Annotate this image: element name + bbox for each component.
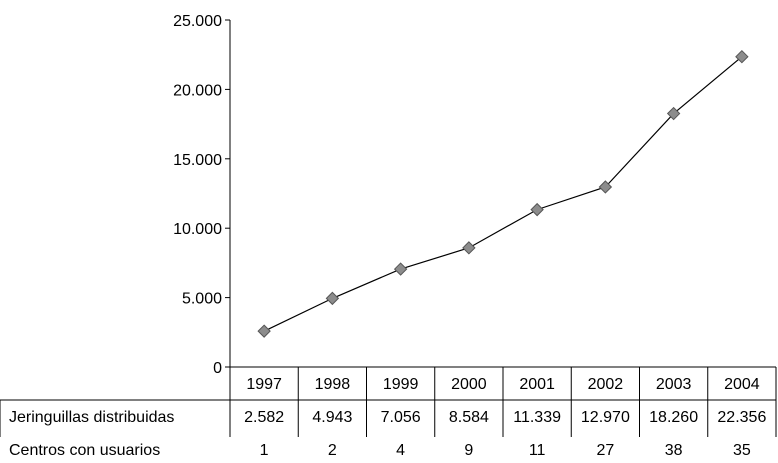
data-table-cell: 8.584 bbox=[449, 409, 489, 426]
data-table-cell: 22.356 bbox=[717, 409, 766, 426]
data-table-cell: 2.582 bbox=[244, 409, 284, 426]
data-table-row-label: Jeringuillas distribuidas bbox=[9, 409, 174, 426]
data-point-marker bbox=[530, 202, 544, 217]
data-table-cell: 2 bbox=[328, 442, 337, 459]
y-tick-label: 0 bbox=[213, 360, 222, 377]
data-table-cell: 1 bbox=[260, 442, 269, 459]
data-table-cell: 18.260 bbox=[649, 409, 698, 426]
x-category-label: 1999 bbox=[383, 376, 419, 393]
y-tick-label: 15.000 bbox=[173, 152, 222, 169]
data-point-marker bbox=[735, 49, 749, 64]
data-point-marker bbox=[393, 262, 408, 276]
data-point-marker bbox=[257, 324, 271, 338]
data-table-cell: 38 bbox=[665, 442, 683, 459]
x-category-label: 2001 bbox=[519, 376, 555, 393]
data-table-cell: 11 bbox=[529, 442, 546, 459]
data-table-cell: 11.339 bbox=[513, 409, 561, 426]
x-category-label: 1998 bbox=[315, 376, 351, 393]
data-table-cell: 7.056 bbox=[381, 409, 421, 426]
data-table-cell: 4 bbox=[396, 442, 405, 459]
y-tick-label: 20.000 bbox=[173, 82, 222, 99]
data-table-cell: 9 bbox=[464, 442, 473, 459]
y-tick-label: 25.000 bbox=[173, 13, 222, 30]
y-tick-label: 5.000 bbox=[182, 291, 222, 308]
data-table-cell: 4.943 bbox=[312, 409, 352, 426]
data-table-cell: 27 bbox=[596, 442, 614, 459]
x-category-label: 1997 bbox=[246, 376, 282, 393]
data-point-marker bbox=[598, 180, 613, 194]
x-category-label: 2002 bbox=[588, 376, 624, 393]
data-table-cell: 12.970 bbox=[581, 409, 630, 426]
x-category-label: 2000 bbox=[451, 376, 487, 393]
data-point-marker bbox=[666, 106, 681, 121]
data-table-row-label: Centros con usuarios bbox=[9, 442, 160, 459]
series-line bbox=[263, 56, 743, 332]
x-category-label: 2004 bbox=[724, 376, 760, 393]
data-point-marker bbox=[462, 241, 476, 255]
data-table-cell: 35 bbox=[733, 442, 751, 459]
y-tick-label: 10.000 bbox=[173, 221, 222, 238]
data-point-marker bbox=[325, 291, 340, 306]
x-category-label: 2003 bbox=[656, 376, 692, 393]
